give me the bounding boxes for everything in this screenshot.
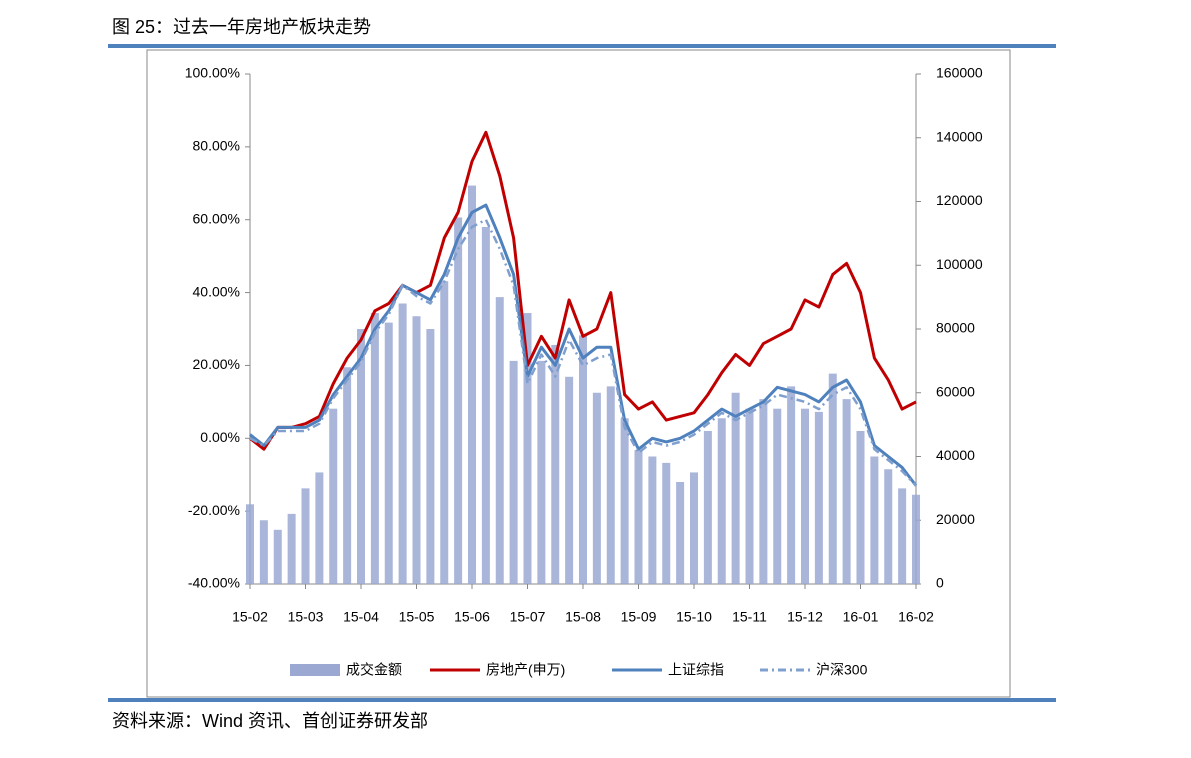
bar bbox=[301, 488, 310, 584]
bar bbox=[246, 504, 254, 584]
bar bbox=[273, 529, 282, 584]
bar bbox=[329, 408, 338, 584]
bar bbox=[773, 408, 782, 584]
y-tick-label: -40.00% bbox=[188, 575, 240, 591]
bar bbox=[481, 227, 490, 584]
source-note: 资料来源：Wind 资讯、首创证券研发部 bbox=[112, 711, 428, 731]
x-tick-label: 15-09 bbox=[621, 609, 657, 625]
y2-tick-label: 140000 bbox=[936, 128, 983, 144]
bar bbox=[357, 329, 365, 584]
bar bbox=[565, 376, 574, 584]
bar bbox=[592, 392, 601, 584]
x-tick-label: 15-06 bbox=[454, 609, 490, 625]
bar bbox=[398, 303, 407, 584]
chart-title: 图 25：过去一年房地产板块走势 bbox=[112, 17, 371, 37]
y2-tick-label: 100000 bbox=[936, 256, 983, 272]
y2-tick-label: 160000 bbox=[936, 65, 983, 81]
y2-tick-label: 0 bbox=[936, 575, 944, 591]
bar bbox=[579, 335, 587, 584]
bar bbox=[870, 456, 879, 584]
y-tick-label: 0.00% bbox=[200, 429, 240, 445]
bar bbox=[468, 185, 476, 584]
bar bbox=[384, 322, 393, 584]
chart-frame bbox=[146, 49, 1011, 698]
legend-label: 房地产(申万) bbox=[486, 662, 565, 678]
bar bbox=[343, 367, 352, 584]
bar bbox=[259, 520, 268, 584]
bar bbox=[759, 399, 768, 584]
x-tick-label: 15-05 bbox=[399, 609, 435, 625]
x-tick-label: 15-04 bbox=[343, 609, 379, 625]
x-tick-label: 15-07 bbox=[510, 609, 546, 625]
bar bbox=[814, 411, 823, 584]
y-tick-label: 60.00% bbox=[193, 210, 240, 226]
legend-label: 沪深300 bbox=[816, 662, 868, 678]
bar bbox=[495, 297, 504, 584]
bar bbox=[412, 316, 421, 584]
y-tick-label: 40.00% bbox=[193, 283, 240, 299]
bar bbox=[287, 513, 296, 584]
x-tick-label: 16-02 bbox=[898, 609, 934, 625]
bar bbox=[745, 408, 754, 584]
bar bbox=[537, 360, 546, 584]
legend-swatch bbox=[290, 664, 340, 676]
bar bbox=[509, 360, 518, 584]
bar bbox=[648, 456, 657, 584]
bar bbox=[662, 462, 671, 584]
y2-tick-label: 80000 bbox=[936, 320, 975, 336]
y-tick-label: 100.00% bbox=[185, 65, 240, 81]
bar bbox=[606, 386, 615, 584]
x-tick-label: 15-03 bbox=[288, 609, 324, 625]
bar bbox=[454, 217, 463, 584]
line bbox=[249, 203, 918, 487]
bar bbox=[801, 408, 809, 584]
bar bbox=[676, 482, 685, 584]
y2-tick-label: 40000 bbox=[936, 447, 975, 463]
x-tick-label: 15-11 bbox=[732, 609, 767, 625]
bar bbox=[315, 472, 324, 584]
bar bbox=[703, 431, 712, 584]
y-tick-label: -20.00% bbox=[188, 502, 240, 518]
bar bbox=[370, 313, 379, 584]
bar bbox=[620, 418, 629, 584]
bar bbox=[856, 431, 865, 584]
x-tick-label: 15-10 bbox=[676, 609, 712, 625]
bar bbox=[690, 472, 698, 584]
bar bbox=[842, 399, 851, 584]
bar bbox=[717, 418, 726, 584]
bar bbox=[523, 313, 532, 584]
x-tick-label: 15-12 bbox=[787, 609, 823, 625]
bar bbox=[440, 281, 449, 584]
y-tick-label: 20.00% bbox=[193, 356, 240, 372]
bar bbox=[731, 392, 740, 584]
bar bbox=[426, 329, 435, 584]
x-tick-label: 16-01 bbox=[843, 609, 879, 625]
y2-tick-label: 120000 bbox=[936, 192, 983, 208]
legend-label: 成交金额 bbox=[346, 662, 402, 678]
y-tick-label: 80.00% bbox=[193, 138, 240, 154]
bar bbox=[787, 386, 796, 584]
legend-label: 上证综指 bbox=[668, 662, 724, 678]
line bbox=[249, 130, 917, 451]
y2-tick-label: 60000 bbox=[936, 383, 975, 399]
bar bbox=[912, 494, 920, 584]
y2-tick-label: 20000 bbox=[936, 511, 975, 527]
bar bbox=[634, 450, 643, 584]
bar bbox=[551, 344, 560, 584]
bar bbox=[898, 488, 907, 584]
x-tick-label: 15-08 bbox=[565, 609, 601, 625]
bar bbox=[884, 469, 893, 584]
bar bbox=[828, 373, 837, 584]
x-tick-label: 15-02 bbox=[232, 609, 268, 625]
